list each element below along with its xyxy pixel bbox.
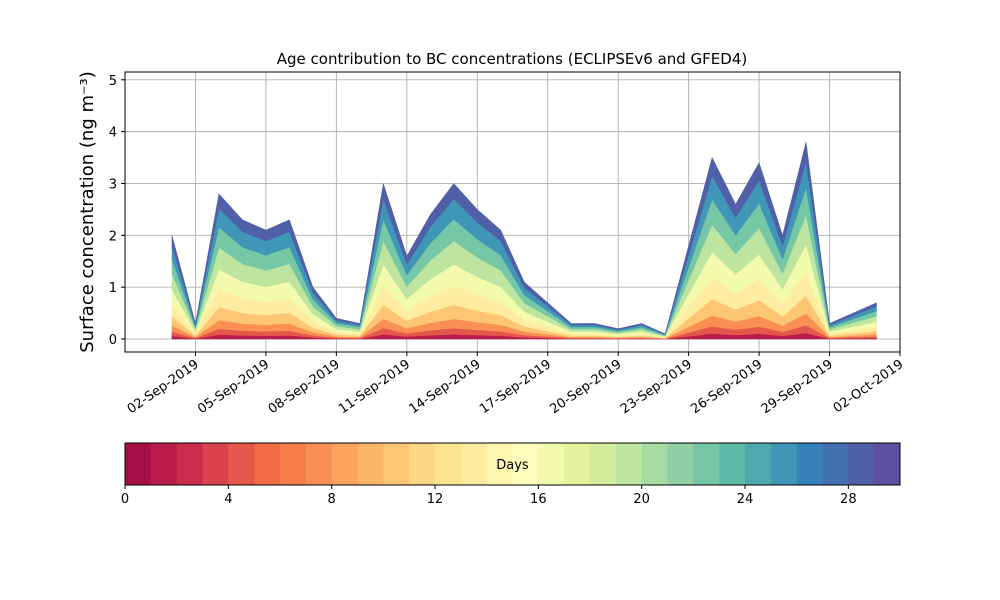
colorbar-cell	[409, 443, 436, 485]
x-tick-label: 29-Sep-2019	[759, 357, 836, 417]
colorbar-cell	[770, 443, 798, 485]
colorbar-cell	[486, 443, 513, 485]
y-tick-label: 2	[109, 229, 117, 244]
y-tick-label: 1	[109, 281, 117, 296]
chart-title: Age contribution to BC concentrations (E…	[277, 50, 748, 68]
colorbar-cell	[874, 443, 901, 485]
colorbar-label: Days	[496, 458, 529, 473]
x-tick-label: 23-Sep-2019	[618, 357, 695, 417]
y-tick-label: 0	[109, 333, 117, 348]
colorbar-cell	[564, 443, 591, 485]
plot-frame	[124, 71, 901, 353]
x-tick-label: 05-Sep-2019	[195, 357, 272, 417]
colorbar-cell	[512, 443, 539, 485]
colorbar-cell	[176, 443, 203, 485]
x-tick-label: 02-Sep-2019	[125, 357, 202, 417]
colorbar-cell	[280, 443, 307, 485]
colorbar-tick-label: 0	[121, 492, 129, 507]
y-axis-label: Surface concentration (ng m⁻³)	[77, 71, 98, 353]
colorbar-tick-label: 12	[427, 492, 444, 507]
colorbar-tick-label: 8	[328, 492, 336, 507]
colorbar-cell	[228, 443, 255, 485]
colorbar-cell	[305, 443, 333, 485]
colorbar-tick-label: 28	[840, 492, 857, 507]
colorbar-cell	[357, 443, 384, 485]
colorbar-cell	[435, 443, 462, 485]
colorbar-cell	[202, 443, 229, 485]
x-tick-label: 26-Sep-2019	[688, 357, 765, 417]
colorbar-tick-label: 24	[737, 492, 754, 507]
colorbar-cell	[590, 443, 617, 485]
x-tick-label: 14-Sep-2019	[407, 357, 484, 417]
colorbar-cell	[693, 443, 720, 485]
colorbar-cell	[460, 443, 488, 485]
colorbar-cell	[125, 443, 152, 485]
x-tick-label: 20-Sep-2019	[547, 357, 624, 417]
colorbar-tick-label: 20	[633, 492, 650, 507]
colorbar-cell	[667, 443, 694, 485]
colorbar-cell	[822, 443, 849, 485]
area-layer	[171, 141, 877, 335]
colorbar-cell	[383, 443, 410, 485]
x-tick-label: 08-Sep-2019	[266, 357, 343, 417]
colorbar-cell	[745, 443, 772, 485]
x-tick-label: 17-Sep-2019	[477, 357, 554, 417]
y-tick-label: 5	[109, 74, 117, 89]
colorbar-cell	[796, 443, 823, 485]
colorbar-cell	[719, 443, 746, 485]
colorbar-cell	[150, 443, 178, 485]
colorbar-tick-label: 4	[224, 492, 232, 507]
colorbar-cell	[615, 443, 643, 485]
colorbar-cell	[641, 443, 668, 485]
colorbar-frame	[124, 442, 901, 486]
y-tick-label: 3	[109, 177, 117, 192]
colorbar-tick-label: 16	[530, 492, 547, 507]
x-tick-label: 11-Sep-2019	[336, 357, 413, 417]
colorbar-cell	[538, 443, 565, 485]
colorbar-cell	[848, 443, 875, 485]
colorbar-cell	[254, 443, 281, 485]
x-tick-label: 02-Oct-2019	[831, 357, 907, 416]
colorbar-cell	[331, 443, 358, 485]
y-tick-label: 4	[109, 126, 117, 141]
